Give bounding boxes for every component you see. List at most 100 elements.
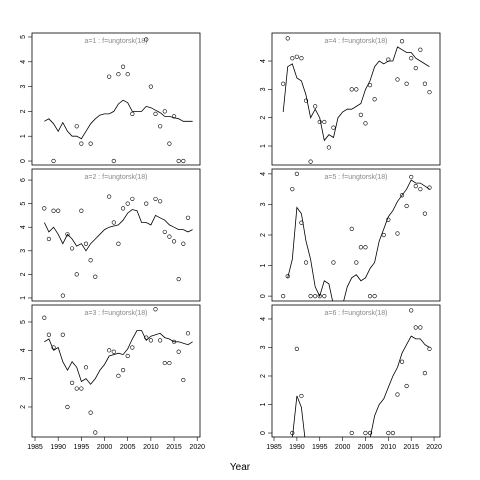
panel-title: a=4 : f=ungtorsk(18) (324, 38, 387, 45)
point (153, 111, 158, 116)
point (349, 87, 354, 92)
x-tick-label: 2010 (381, 444, 397, 451)
point (181, 241, 186, 246)
point (308, 294, 313, 299)
point (148, 84, 153, 89)
point (88, 410, 93, 415)
point (107, 194, 112, 199)
point (331, 125, 336, 130)
point (162, 360, 167, 366)
point (358, 245, 363, 250)
plot-area (281, 36, 432, 164)
point (69, 246, 75, 251)
point (285, 274, 290, 279)
point (130, 196, 135, 202)
point (294, 346, 299, 352)
point (386, 217, 391, 222)
point (326, 145, 331, 150)
point (181, 158, 186, 164)
point (372, 97, 377, 102)
point (294, 54, 299, 59)
point (51, 208, 56, 213)
point (313, 104, 318, 109)
point (299, 56, 304, 61)
x-tick-label: 2000 (335, 444, 351, 451)
point (413, 66, 418, 71)
point (144, 201, 149, 206)
y-tick-label: 1 (260, 402, 267, 406)
fit-line (43, 209, 193, 252)
point (51, 158, 56, 164)
plot-area (42, 194, 193, 298)
point (404, 203, 409, 209)
y-tick-label: 1 (20, 296, 27, 300)
point (42, 206, 47, 211)
point (317, 294, 322, 299)
y-tick-label: 3 (20, 85, 27, 89)
point (116, 241, 121, 246)
point (130, 345, 135, 350)
y-tick-label: 2 (260, 374, 267, 378)
point (176, 158, 181, 164)
y-tick-label: 4 (260, 59, 267, 63)
panel-frame (271, 304, 441, 438)
point (162, 109, 167, 114)
point (162, 229, 167, 235)
panel-title: a=3 : f=ungtorsk(18) (84, 310, 147, 317)
point (56, 208, 61, 213)
point (422, 371, 428, 376)
y-tick-label: 1 (260, 144, 267, 148)
point (363, 245, 368, 250)
point (422, 211, 428, 216)
point (79, 141, 84, 146)
point (46, 332, 52, 337)
point (395, 77, 400, 82)
point (313, 294, 318, 299)
point (83, 365, 89, 370)
point (354, 260, 359, 265)
x-tick-label: 1985 (266, 444, 282, 451)
point (290, 430, 295, 436)
point (171, 339, 177, 344)
y-tick-label: 3 (260, 87, 267, 91)
point (79, 208, 84, 213)
point (386, 57, 391, 62)
point (176, 276, 181, 282)
point (395, 231, 400, 236)
point (60, 293, 65, 298)
point (125, 353, 130, 359)
point (144, 335, 149, 340)
point (74, 272, 79, 277)
point (111, 220, 116, 225)
point (418, 47, 423, 52)
point (285, 36, 290, 41)
point (413, 184, 418, 189)
panel-frame (31, 32, 201, 166)
point (303, 260, 309, 265)
point (418, 325, 423, 330)
point (294, 171, 299, 176)
point (125, 201, 130, 206)
y-tick-label: 0 (20, 159, 27, 163)
point (74, 124, 79, 129)
y-tick-label: 2 (20, 272, 27, 276)
y-tick-label: 4 (20, 225, 27, 229)
point (125, 72, 130, 77)
point (413, 325, 418, 330)
plot-area (44, 37, 193, 164)
point (303, 98, 309, 103)
point (281, 81, 286, 86)
point (120, 368, 126, 373)
y-tick-label: 0 (260, 431, 267, 435)
y-tick-label: 3 (260, 345, 267, 349)
fit-line (44, 330, 193, 385)
point (148, 338, 153, 343)
point (153, 307, 158, 312)
point (46, 236, 52, 242)
point (111, 349, 116, 354)
point (399, 193, 405, 198)
point (367, 430, 373, 436)
point (399, 359, 405, 364)
panel-frame (31, 304, 201, 438)
